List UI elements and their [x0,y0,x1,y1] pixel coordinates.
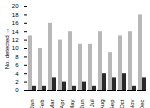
svg-text:Oct: Oct [119,99,125,108]
svg-text:Apr: Apr [59,100,65,108]
svg-text:14: 14 [12,29,19,35]
svg-text:Jul: Jul [89,100,95,108]
svg-text:18: 18 [12,12,19,18]
svg-text:Nov: Nov [129,100,135,108]
svg-text:Jun: Jun [79,100,85,108]
svg-text:Mar: Mar [49,100,55,108]
svg-text:4: 4 [15,71,19,77]
svg-text:Aug: Aug [99,100,105,108]
svg-text:No. detected →: No. detected → [4,28,10,70]
svg-text:6: 6 [15,62,19,68]
svg-text:May: May [69,100,75,108]
svg-text:16: 16 [12,20,19,26]
svg-text:8: 8 [15,54,19,60]
svg-text:20: 20 [12,3,19,9]
svg-text:Sep: Sep [109,99,115,108]
svg-text:10: 10 [12,45,19,51]
svg-text:2: 2 [15,79,19,85]
svg-text:Feb: Feb [39,99,45,108]
svg-text:Jan: Jan [29,100,35,108]
svg-text:0: 0 [15,87,19,93]
svg-text:Dec: Dec [139,100,145,108]
svg-text:12: 12 [12,37,19,43]
